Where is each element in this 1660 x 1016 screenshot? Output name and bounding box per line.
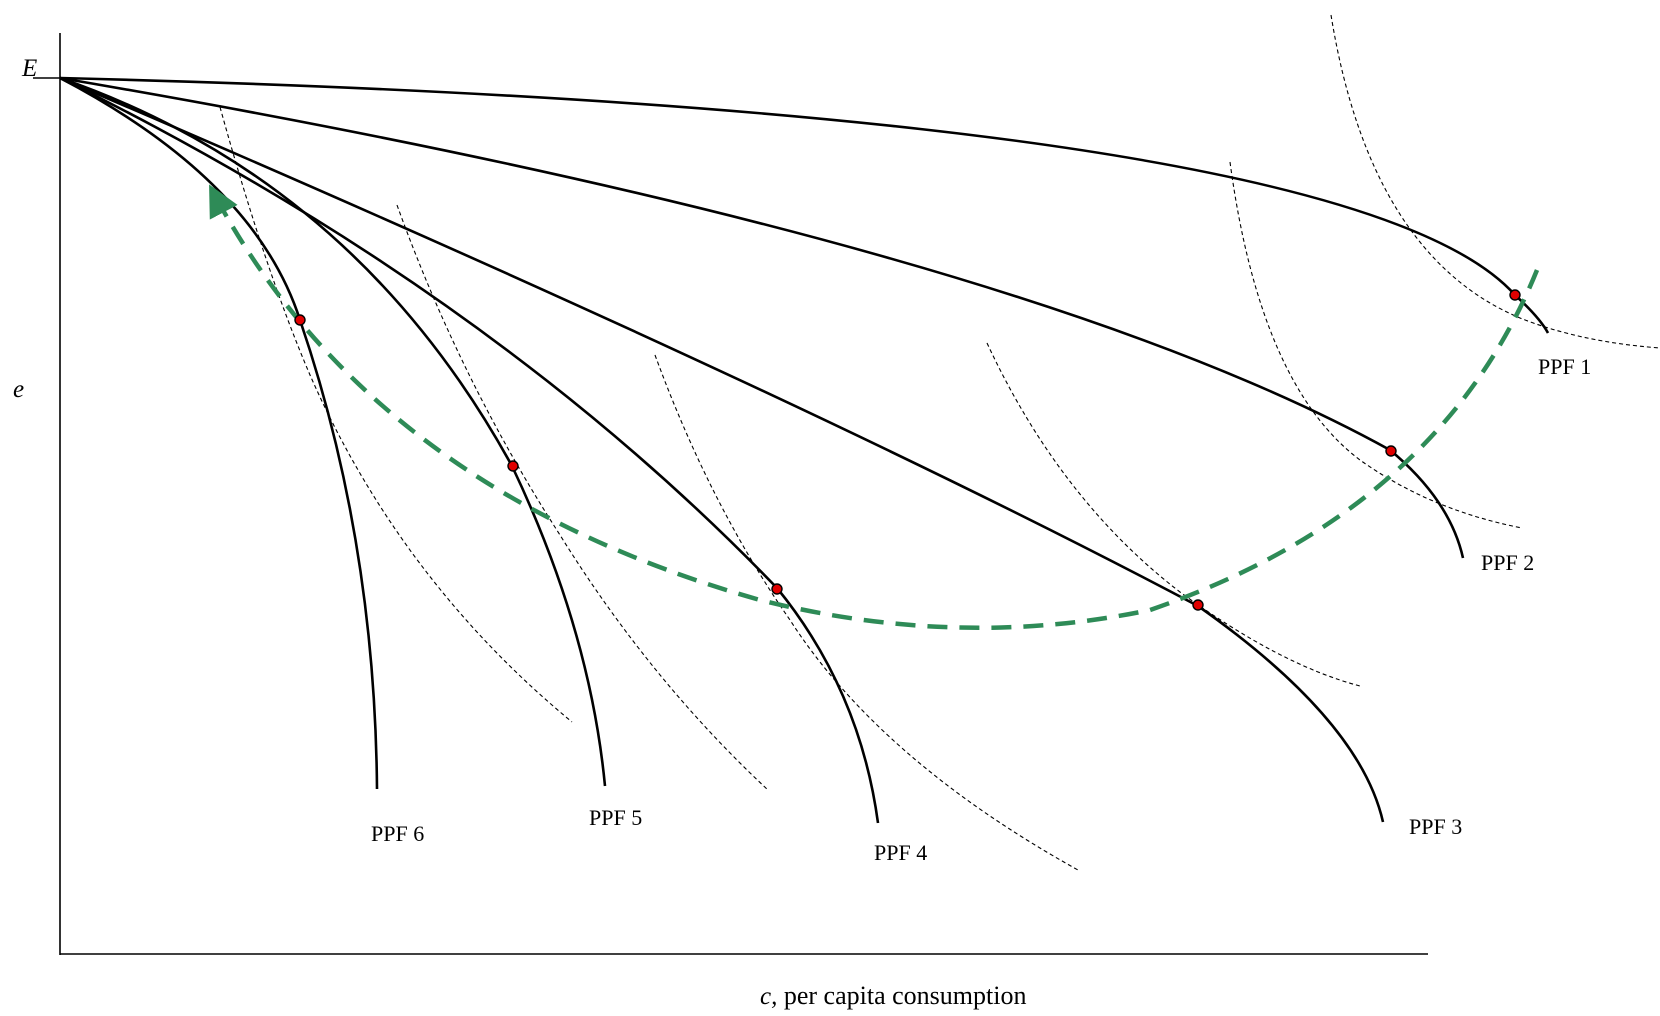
ppf-labels: PPF 1 PPF 2 PPF 3 PPF 4 PPF 5 PPF 6: [371, 354, 1591, 865]
ppf-curves: [59, 76, 1550, 824]
ppf-label-3: PPF 3: [1409, 814, 1462, 839]
indifference-curve-5: [396, 204, 769, 791]
ppf-curve-5: [59, 76, 607, 787]
tangency-point-6: [294, 314, 306, 326]
ppf-label-4: PPF 4: [874, 840, 927, 865]
indifference-curve-4: [654, 354, 1079, 871]
indifference-curve-2: [1229, 161, 1523, 529]
ppf-curve-4: [59, 76, 880, 824]
tangency-point-3: [1192, 599, 1204, 611]
indifference-curves: [219, 14, 1660, 871]
ppf-label-5: PPF 5: [589, 805, 642, 830]
tangency-point-1: [1509, 289, 1521, 301]
indifference-curve-3: [986, 342, 1361, 687]
indifference-curve-6: [219, 106, 573, 723]
ppf-label-6: PPF 6: [371, 821, 424, 846]
tangency-point-4: [771, 583, 783, 595]
ppf-curve-2: [59, 76, 1465, 559]
axes: [33, 33, 1428, 955]
ppf-curve-3: [59, 76, 1385, 823]
y-axis-label: e: [13, 376, 24, 403]
tangency-points: [294, 289, 1521, 611]
indifference-curve-1: [1330, 14, 1660, 349]
x-axis-description: per capita consumption: [777, 981, 1026, 1010]
x-axis-label: c, per capita consumption: [760, 981, 1026, 1010]
ppf-label-1: PPF 1: [1538, 354, 1591, 379]
ppf-curve-6: [59, 76, 379, 790]
ppf-label-2: PPF 2: [1481, 550, 1534, 575]
ppf-curve-1: [59, 76, 1550, 334]
x-axis-variable: c,: [760, 983, 777, 1010]
y-axis-top-label: E: [21, 55, 37, 82]
tangency-point-2: [1385, 445, 1397, 457]
tangency-point-5: [507, 460, 519, 472]
expansion-path: [209, 184, 1540, 631]
